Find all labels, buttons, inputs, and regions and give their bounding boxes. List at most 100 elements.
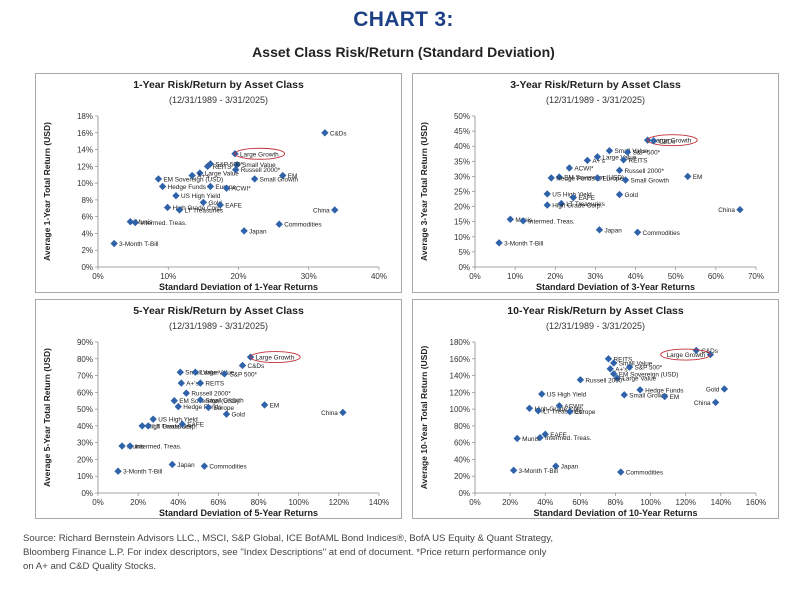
y-axis-label: Average 10-Year Total Return (USD) [419, 346, 429, 490]
y-tick-label: 100% [450, 405, 470, 414]
x-tick-label: 50% [668, 272, 684, 281]
data-label-3-month-t-bill: 3-Month T-Bill [504, 240, 543, 247]
data-point-a-s [188, 171, 196, 180]
data-label-3-month-t-bill: 3-Month T-Bill [519, 468, 558, 475]
data-label-gold: Gold [208, 200, 222, 207]
chart-date-range: (12/31/1989 - 3/31/2025) [546, 95, 645, 105]
data-point-em-sovereign-usd [610, 370, 618, 378]
data-label-russell-2000: Russell 2000* [191, 391, 231, 398]
chart-title: 10-Year Risk/Return by Asset Class [507, 305, 684, 317]
data-point-munis [513, 434, 521, 443]
x-tick-label: 100% [288, 498, 308, 507]
highlight-ellipse [647, 134, 698, 147]
chart-title: 3-Year Risk/Return by Asset Class [510, 79, 681, 91]
x-tick-label: 80% [251, 498, 267, 507]
data-label-eafe: EAFE [187, 422, 204, 429]
data-label-c-ds: C&Ds [659, 138, 676, 145]
x-tick-label: 100% [640, 498, 660, 507]
data-point-c-ds [649, 137, 658, 145]
data-label-lt-treasuries: LT Treasuries [543, 408, 581, 415]
y-tick-label: 0% [81, 489, 93, 498]
x-tick-label: 0% [92, 498, 104, 507]
y-tick-label: 0% [458, 489, 470, 498]
data-label-small-growth: Small Growth [205, 397, 244, 404]
data-point-a-s [177, 379, 185, 387]
data-point-europe [566, 407, 574, 416]
chart-title: 1-Year Risk/Return by Asset Class [133, 79, 304, 91]
data-label-acwi: ACWI* [574, 165, 594, 172]
data-label-china: China [313, 207, 330, 214]
x-axis-label: Standard Deviation of 3-Year Returns [536, 282, 695, 292]
data-point-small-growth [196, 396, 205, 404]
source-footnote: Source: Richard Bernstein Advisors LLC.,… [23, 532, 793, 574]
y-tick-label: 45% [454, 127, 470, 136]
data-point-small-value [610, 359, 618, 367]
data-label-large-growth: Large Growth [240, 151, 279, 158]
data-point-c-ds [238, 361, 247, 370]
x-tick-label: 30% [587, 272, 603, 281]
data-point-gold [615, 190, 624, 199]
data-point-us-high-yield [172, 192, 180, 200]
scatter-chart-3-year: 3-Year Risk/Return by Asset Class (12/31/… [419, 79, 764, 292]
data-point-gold [720, 385, 729, 393]
data-point-em-sovereign-usd [170, 397, 178, 405]
data-label-hedge-funds: Hedge Funds [183, 404, 221, 411]
y-tick-label: 25% [454, 188, 470, 197]
data-point-japan [168, 460, 176, 469]
data-label-intermed-treas: Intermed. Treas. [545, 435, 592, 442]
data-label-s-p-500: S&P 500* [635, 365, 663, 372]
data-point-commodities [617, 468, 625, 476]
chart-panel-5-year: 5-Year Risk/Return by Asset Class (12/31/… [35, 299, 402, 519]
data-label-3-month-t-bill: 3-Month T-Bill [123, 469, 162, 476]
data-label-munis: Munis [135, 219, 152, 226]
data-label-large-growth: Large Growth [667, 352, 706, 359]
y-tick-label: 12% [77, 162, 93, 171]
chart-title: 5-Year Risk/Return by Asset Class [133, 305, 304, 317]
scatter-chart-10-year: 10-Year Risk/Return by Asset Class (12/31… [419, 305, 766, 518]
chart-date-range: (12/31/1989 - 3/31/2025) [169, 321, 268, 331]
data-label-large-value: Large Value [622, 376, 656, 383]
data-point-3-month-t-bill [509, 466, 518, 475]
data-point-commodities [200, 462, 209, 470]
y-tick-label: 50% [77, 405, 93, 414]
y-axis-label: Average 5-Year Total Return (USD) [42, 348, 52, 487]
highlight-ellipse [660, 348, 711, 361]
data-label-gold: Gold [625, 192, 639, 199]
data-point-acwi [565, 164, 574, 172]
data-label-eafe: EAFE [578, 195, 595, 202]
y-tick-label: 90% [77, 338, 93, 347]
data-point-commodities [633, 228, 642, 236]
data-label-large-growth: Large Growth [256, 355, 295, 362]
highlight-ellipse [234, 147, 286, 160]
data-label-gold: Gold [231, 412, 245, 419]
data-point-small-growth [620, 391, 628, 399]
data-label-high-grade-corp: High Grade Corp. [173, 205, 223, 212]
data-label-large-value: Large Value [205, 171, 239, 178]
y-tick-label: 15% [454, 218, 470, 227]
data-label-commodities: Commodities [209, 464, 246, 471]
data-label-japan: Japan [249, 228, 267, 235]
data-label-japan: Japan [177, 462, 195, 469]
data-label-intermed-treas: Intermed. Treas. [135, 444, 182, 451]
data-point-reits [604, 355, 613, 363]
y-tick-label: 80% [454, 422, 470, 431]
data-label-eafe: EAFE [550, 432, 567, 439]
data-label-commodities: Commodities [626, 470, 663, 477]
y-tick-label: 80% [77, 355, 93, 364]
chart-panel-1-year: 1-Year Risk/Return by Asset Class (12/31/… [35, 73, 402, 293]
data-point-europe [206, 182, 215, 191]
chart-panel-10-year: 10-Year Risk/Return by Asset Class (12/31… [412, 299, 779, 519]
data-label-s-p-500: S&P 500* [633, 150, 661, 157]
y-tick-label: 20% [454, 472, 470, 481]
data-point-russell-2000 [232, 166, 240, 174]
x-tick-label: 20% [502, 498, 518, 507]
data-label-s-p-500: S&P 500* [215, 161, 243, 168]
y-tick-label: 18% [77, 112, 93, 121]
data-point-em [684, 172, 692, 181]
data-label-lt-treasuries: LT Treasuries [184, 207, 222, 214]
data-point-eafe [569, 193, 578, 202]
data-label-em: EM [693, 174, 703, 181]
data-point-high-grade-corp [138, 422, 146, 430]
data-point-russell-2000 [576, 376, 585, 384]
data-label-japan: Japan [604, 227, 622, 234]
